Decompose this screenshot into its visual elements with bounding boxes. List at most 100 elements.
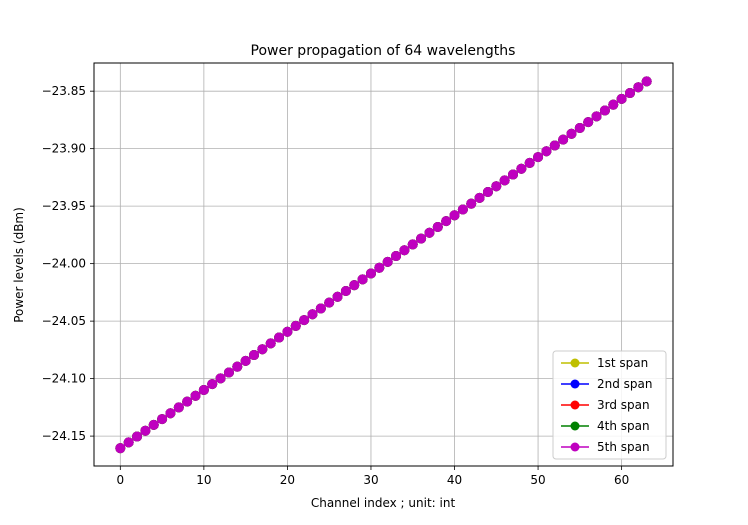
- data-point: [558, 134, 569, 145]
- x-tick-label: 40: [447, 473, 462, 487]
- data-point: [165, 408, 176, 419]
- legend-label: 4th span: [597, 419, 650, 433]
- data-point: [591, 111, 602, 122]
- data-point: [499, 175, 510, 186]
- y-tick-label: −24.00: [42, 257, 86, 271]
- data-point: [324, 297, 335, 308]
- data-point: [616, 93, 627, 104]
- data-point: [123, 437, 134, 448]
- series-line: [119, 80, 648, 449]
- legend-box: [552, 350, 667, 460]
- data-point: [357, 274, 368, 285]
- data-point: [374, 262, 385, 273]
- data-point: [599, 105, 610, 116]
- legend-label: 3rd span: [597, 398, 650, 412]
- data-point: [257, 344, 268, 355]
- data-point: [115, 443, 126, 454]
- data-point: [282, 326, 293, 337]
- data-point: [407, 239, 418, 250]
- data-point: [382, 256, 393, 267]
- data-point: [441, 216, 452, 227]
- data-point: [307, 309, 318, 320]
- data-point: [299, 315, 310, 326]
- y-tick-label: −24.10: [42, 372, 86, 386]
- data-point: [232, 361, 243, 372]
- legend: 1st span 2nd span 3rd span 4th span 5th span: [552, 350, 667, 460]
- data-point: [349, 280, 360, 291]
- series-layer: [115, 76, 652, 454]
- data-point: [482, 187, 493, 198]
- data-point: [524, 157, 535, 168]
- data-point: [508, 169, 519, 180]
- data-point: [432, 221, 443, 232]
- x-tick-label: 50: [530, 473, 545, 487]
- data-point: [140, 425, 151, 436]
- x-axis-label: Channel index ; unit: int: [311, 496, 456, 510]
- data-point: [365, 268, 376, 279]
- legend-marker: [570, 400, 580, 410]
- legend-label: 1st span: [597, 356, 648, 370]
- y-tick-label: −24.15: [42, 429, 86, 443]
- y-axis-label: Power levels (dBm): [12, 207, 26, 323]
- data-point: [491, 181, 502, 192]
- data-point: [340, 285, 351, 296]
- data-point: [474, 192, 485, 203]
- legend-marker: [570, 358, 580, 368]
- chart-title: Power propagation of 64 wavelengths: [251, 43, 516, 59]
- data-point: [574, 122, 585, 133]
- y-tick-label: −23.90: [42, 142, 86, 156]
- data-point: [424, 227, 435, 238]
- data-point: [173, 402, 184, 413]
- x-tick-label: 10: [196, 473, 211, 487]
- data-point: [157, 414, 168, 425]
- x-tick-label: 20: [280, 473, 295, 487]
- data-point: [416, 233, 427, 244]
- data-point: [583, 117, 594, 128]
- data-point: [566, 128, 577, 139]
- plot-frame: [93, 62, 674, 467]
- data-point: [399, 245, 410, 256]
- x-tick-label: 30: [363, 473, 378, 487]
- data-point: [624, 88, 635, 99]
- data-point: [633, 82, 644, 93]
- data-point: [207, 379, 218, 390]
- data-point: [274, 332, 285, 343]
- legend-marker: [570, 379, 580, 389]
- legend-marker: [570, 442, 580, 452]
- data-point: [449, 210, 460, 221]
- legend-label: 2nd span: [597, 377, 653, 391]
- legend-marker: [570, 421, 580, 431]
- data-point: [533, 152, 544, 163]
- series-5: [115, 76, 652, 454]
- data-point: [240, 355, 251, 366]
- data-point: [315, 303, 326, 314]
- x-tick-label: 0: [116, 473, 124, 487]
- data-point: [198, 384, 209, 395]
- data-point: [608, 99, 619, 110]
- data-point: [182, 396, 193, 407]
- data-point: [132, 431, 143, 442]
- y-axis: −24.15 −24.10 −24.05 −24.00 −23.95 −23.90 −23.…: [42, 84, 94, 443]
- data-point: [223, 367, 234, 378]
- legend-label: 5th span: [597, 440, 650, 454]
- data-point: [290, 320, 301, 331]
- y-tick-label: −24.05: [42, 314, 86, 328]
- x-tick-label: 60: [614, 473, 629, 487]
- data-point: [265, 338, 276, 349]
- data-point: [248, 350, 259, 361]
- data-point: [541, 146, 552, 157]
- y-tick-label: −23.95: [42, 199, 86, 213]
- x-axis: 0 10 20 30 40 50 60: [116, 466, 629, 487]
- data-point: [215, 373, 226, 384]
- data-point: [148, 419, 159, 430]
- data-point: [549, 140, 560, 151]
- data-point: [516, 163, 527, 174]
- data-point: [457, 204, 468, 215]
- data-point: [332, 291, 343, 302]
- data-point: [391, 251, 402, 262]
- data-point: [190, 390, 201, 401]
- data-point: [641, 76, 652, 87]
- y-tick-label: −23.85: [42, 84, 86, 98]
- data-point: [466, 198, 477, 209]
